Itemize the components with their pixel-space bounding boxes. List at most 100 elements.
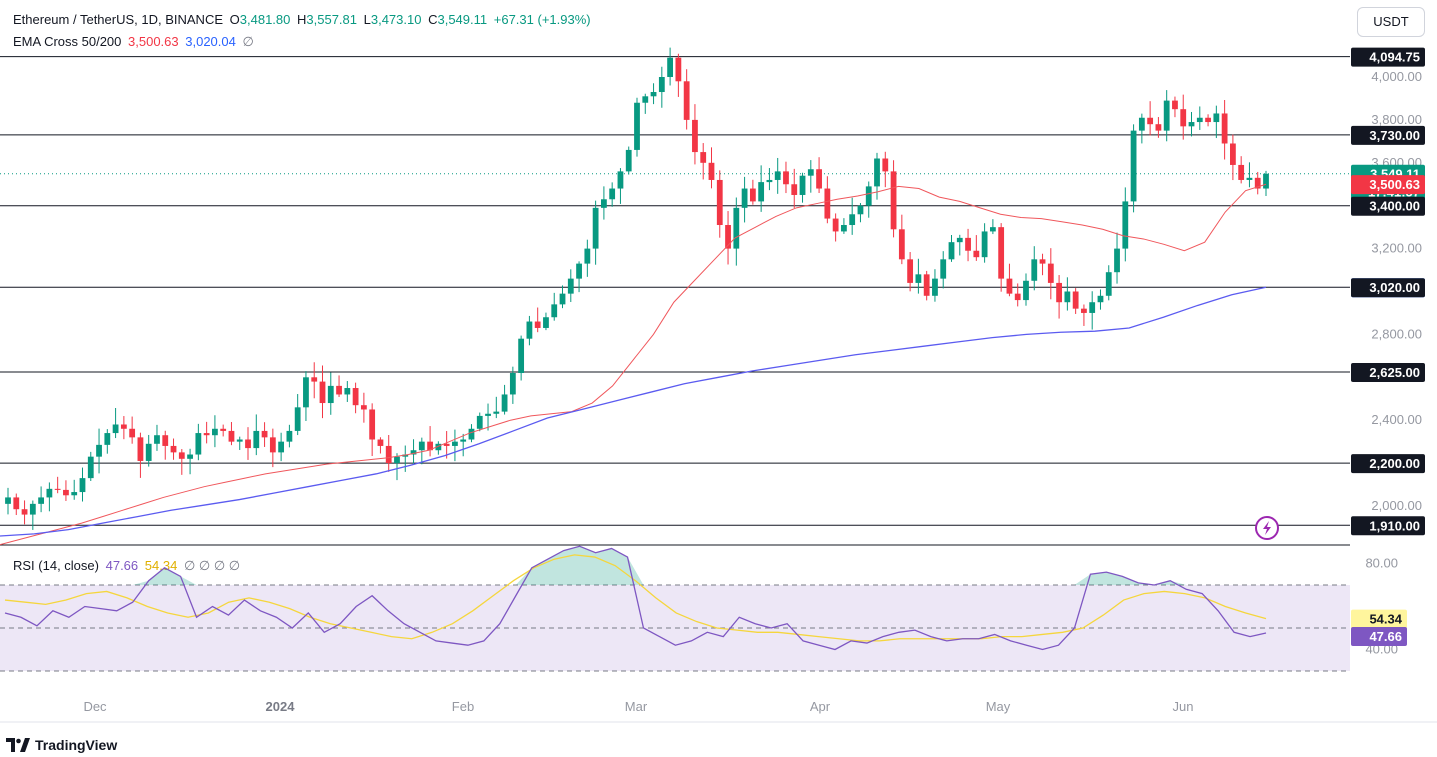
- candle-body: [220, 428, 227, 431]
- rsi-tag: [1351, 627, 1407, 647]
- change-value: +67.31 (+1.93%): [493, 12, 591, 27]
- candle-body: [236, 439, 243, 442]
- candle-body: [402, 454, 409, 457]
- ema-legend[interactable]: EMA Cross 50/200 3,500.63 3,020.04 ∅: [13, 34, 257, 50]
- rsi-legend[interactable]: RSI (14, close) 47.66 54.34 ∅ ∅ ∅ ∅: [13, 558, 243, 574]
- candle-body: [79, 478, 86, 493]
- candle-body: [890, 171, 897, 230]
- candle-body: [1056, 282, 1062, 303]
- candle-body: [824, 188, 831, 219]
- time-tick-label: Jun: [1173, 699, 1194, 714]
- close-value: 3,549.11: [437, 12, 488, 27]
- candle-body: [692, 119, 698, 153]
- candle-body: [187, 454, 193, 459]
- candle-body: [1155, 124, 1162, 131]
- candle-body: [1039, 259, 1046, 264]
- candle-body: [377, 439, 384, 446]
- rsi-value: 47.66: [105, 558, 139, 573]
- candle-body: [286, 430, 293, 442]
- candle-body: [816, 169, 822, 189]
- close-label: C: [428, 12, 438, 27]
- candle-body: [501, 394, 508, 412]
- candle-body: [1031, 259, 1038, 281]
- candle-body: [485, 413, 491, 416]
- candle-body: [956, 237, 963, 243]
- rsi-empties: ∅ ∅ ∅ ∅: [183, 558, 241, 573]
- high-value: 3,557.81: [306, 12, 357, 27]
- candle-body: [733, 207, 740, 249]
- candle-body: [63, 489, 69, 496]
- symbol-title[interactable]: Ethereum / TetherUS, 1D, BINANCE: [13, 12, 224, 27]
- candles-group: [5, 47, 1269, 530]
- candle-body: [857, 205, 864, 215]
- candle-body: [567, 278, 574, 294]
- candle-body: [1105, 272, 1112, 296]
- candle-body: [13, 497, 20, 510]
- open-label: O: [229, 12, 240, 27]
- candle-body: [799, 175, 806, 195]
- candle-body: [352, 388, 359, 406]
- candle-body: [865, 186, 872, 206]
- time-tick-label: Dec: [83, 699, 107, 714]
- time-tick-label: May: [986, 699, 1011, 714]
- candle-body: [989, 227, 996, 232]
- rsi-ma-tag-text: 54.34: [1369, 612, 1402, 627]
- candle-body: [369, 409, 376, 440]
- candle-body: [1196, 117, 1203, 123]
- candle-body: [1147, 117, 1154, 125]
- rsi-ma-line: [4, 554, 1267, 642]
- lightning-icon: [1263, 521, 1271, 535]
- price-tick-label: 2,000.00: [1371, 498, 1422, 513]
- candle-body: [998, 227, 1005, 279]
- price-label-tag: [1351, 516, 1425, 536]
- candle-body: [1229, 143, 1236, 165]
- candle-body: [741, 188, 748, 208]
- candle-body: [394, 456, 400, 464]
- candle-body: [1081, 308, 1087, 313]
- candle-body: [1114, 248, 1120, 273]
- candle-body: [87, 456, 94, 479]
- ema200-line: [0, 286, 1267, 537]
- rsi-overbought-fill: [5, 546, 1266, 585]
- candle-body: [948, 242, 955, 260]
- candle-body: [1172, 100, 1178, 110]
- candle-body: [476, 415, 483, 429]
- candle-body: [509, 373, 516, 395]
- candle-body: [807, 169, 814, 176]
- candle-body: [129, 428, 136, 438]
- candle-body: [766, 179, 773, 183]
- candle-body: [708, 162, 715, 180]
- tradingview-brand: TradingView: [35, 737, 118, 753]
- ema-label: EMA Cross 50/200: [13, 34, 122, 49]
- ema50-line: [0, 183, 1267, 546]
- candle-body: [344, 388, 351, 395]
- tradingview-logo-icon: [6, 738, 30, 752]
- candle-body: [667, 57, 674, 77]
- candle-body: [468, 428, 475, 440]
- candle-body: [261, 430, 268, 438]
- candle-body: [534, 321, 541, 328]
- ema50-value: 3,500.63: [128, 34, 179, 49]
- candle-body: [634, 102, 640, 150]
- time-tick-label: Feb: [452, 699, 474, 714]
- candle-body: [96, 444, 102, 457]
- candle-body: [849, 214, 856, 226]
- candle-body: [609, 188, 616, 200]
- candle-body: [170, 445, 177, 453]
- candle-body: [1072, 291, 1079, 309]
- candle-body: [245, 439, 251, 449]
- candle-body: [1006, 278, 1013, 294]
- price-label-tag: [1351, 362, 1425, 382]
- currency-button[interactable]: USDT: [1357, 7, 1425, 37]
- candle-body: [675, 57, 682, 82]
- candle-body: [965, 237, 971, 251]
- candle-body: [1014, 293, 1021, 301]
- candle-body: [145, 443, 152, 461]
- price-label-text: 3,020.00: [1369, 280, 1420, 295]
- candle-body: [584, 248, 591, 264]
- tradingview-logo[interactable]: TradingView: [6, 737, 117, 753]
- price-label-tag: [1351, 196, 1425, 216]
- candle-body: [882, 158, 889, 172]
- candle-body: [460, 439, 467, 442]
